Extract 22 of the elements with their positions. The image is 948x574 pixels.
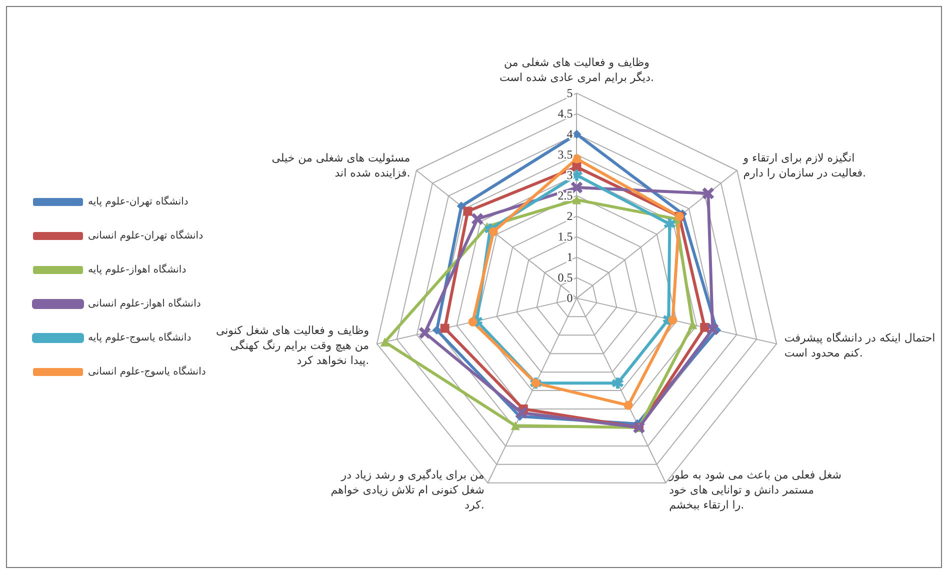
spoke-label: شغل فعلی من باعث می شود به طور مستمر دانش و توانایی های خود را ارتقاء ببخشم. <box>668 468 842 512</box>
spoke-label: من برای یادگیری و رشد زیاد در شغل کنونی ام تلاش زیادی خواهم کرد. <box>330 468 484 512</box>
legend-label: دانشگاه یاسوج-علوم پایه <box>88 332 192 344</box>
legend-label: دانشگاه تهران-علوم انسانی <box>88 230 204 242</box>
spoke-label: مسئولیت های شغلی من خیلی فزاینده شده اند. <box>272 151 410 180</box>
y-tick-label: 2 <box>566 209 573 224</box>
y-tick-label: 2.5 <box>558 188 573 203</box>
spoke-label: انگیزه لازم برای ارتقاء و فعالیت در سازمان را دارم. <box>742 151 866 180</box>
legend-label: دانشگاه تهران-علوم پایه <box>88 196 188 208</box>
legend-label: دانشگاه یاسوج-علوم انسانی <box>88 366 206 378</box>
y-tick-label: 3.5 <box>558 148 573 162</box>
spoke-label: احتمال اینکه در دانشگاه پیشرفت کنم محدود است. <box>784 332 936 360</box>
y-tick-label: 4.5 <box>558 106 573 121</box>
spoke-label: وظایف و فعالیت های شغل کنونی من هیچ وقت برایم رنگ کهنگی پیدا نخواهد کرد. <box>216 324 370 368</box>
y-tick-label: 0.5 <box>558 270 573 285</box>
y-tick-label: 1 <box>566 250 573 264</box>
legend-label: دانشگاه اهواز-علوم پایه <box>88 264 186 276</box>
y-tick-label: 0 <box>566 291 573 306</box>
spoke-label: وظایف و فعالیت های شغلی من دیگر برایم امری عادی شده است. <box>499 56 654 84</box>
y-tick-label: 1.5 <box>558 230 573 244</box>
legend-label: دانشگاه اهواز-علوم انسانی <box>88 298 201 310</box>
y-tick-label: 5 <box>566 86 573 100</box>
